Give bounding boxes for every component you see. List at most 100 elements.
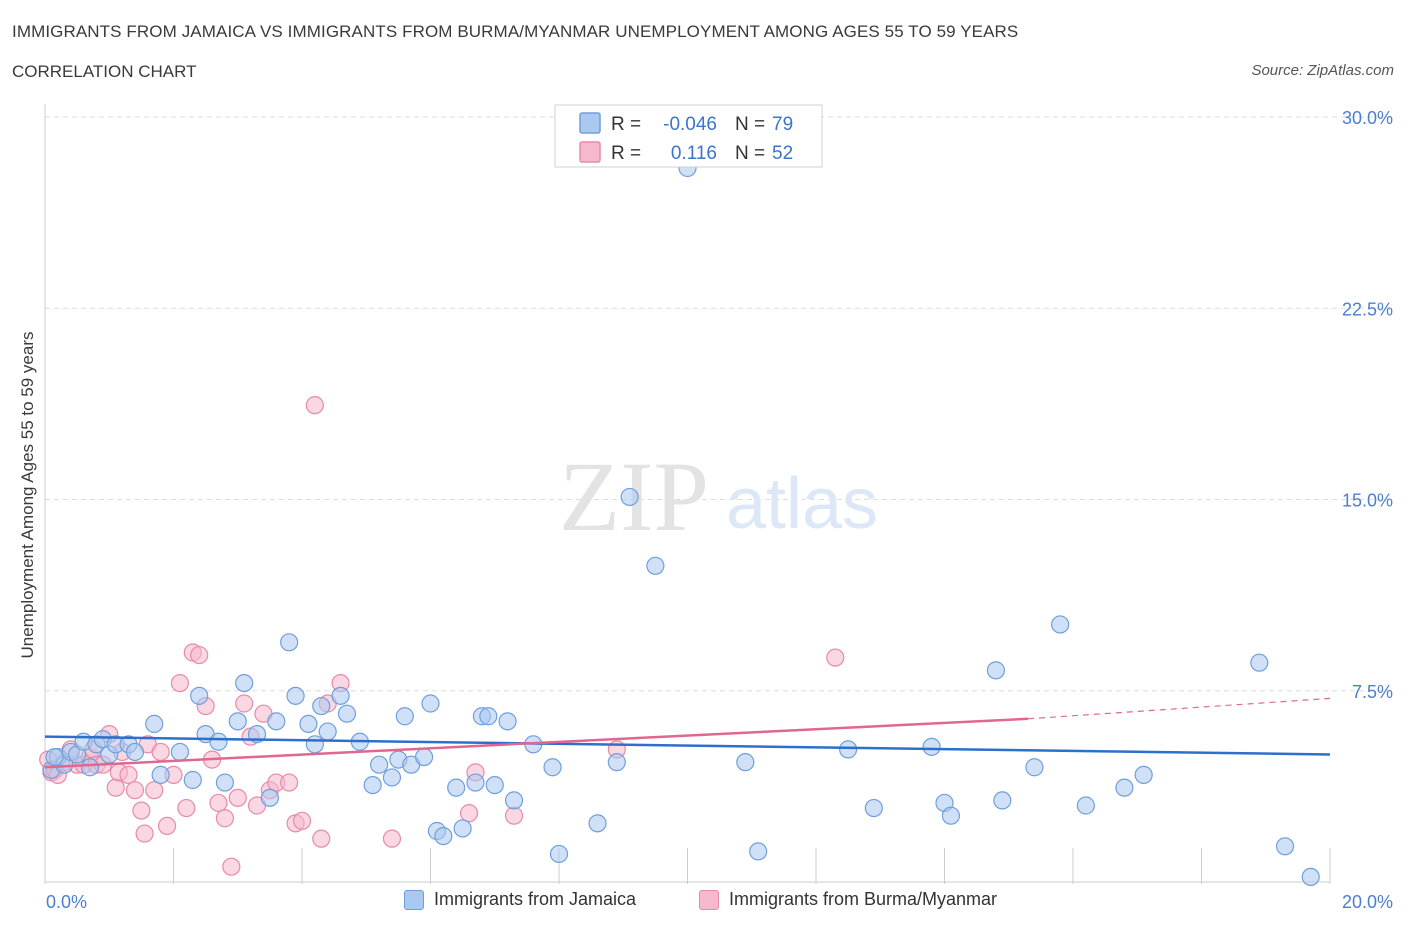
jamaica-point-19 [209, 732, 228, 751]
legend-label-burma: Immigrants from Burma/Myanmar [729, 889, 998, 909]
jamaica-point-68 [986, 661, 1006, 680]
jamaica-point-77 [1301, 867, 1320, 887]
legend-swatch-jamaica-bottom [404, 889, 424, 910]
trend-line-burma-extension [1027, 697, 1331, 720]
series-legend: Immigrants from Jamaica Immigrants from … [0, 889, 1406, 915]
jamaica-point-63 [839, 740, 858, 759]
jamaica-point-44 [434, 826, 453, 846]
burma-point-19 [135, 824, 154, 843]
burma-point-33 [222, 857, 241, 876]
jamaica-point-26 [280, 633, 299, 652]
jamaica-point-12 [125, 742, 145, 762]
jamaica-point-17 [190, 686, 209, 705]
legend-n-value-burma: 52 [772, 143, 793, 164]
burma-point-22 [151, 742, 170, 762]
burma-point-17 [125, 781, 145, 800]
jamaica-point-56 [588, 814, 607, 833]
jamaica-point-64 [864, 798, 883, 818]
jamaica-point-13 [145, 714, 164, 734]
jamaica-point-46 [453, 819, 472, 838]
jamaica-point-47 [466, 773, 485, 792]
x-tick-label-max: 20.0% [1342, 892, 1393, 912]
burma-point-49 [459, 804, 479, 823]
jamaica-point-32 [331, 686, 350, 705]
watermark-atlas: atlas [726, 464, 878, 544]
jamaica-point-52 [504, 791, 524, 810]
y-tick-label-0: 7.5% [1352, 682, 1393, 702]
y-tick-label-2: 22.5% [1342, 299, 1393, 319]
burma-point-35 [235, 694, 254, 713]
jamaica-point-35 [363, 775, 382, 795]
jamaica-point-49 [479, 707, 498, 726]
jamaica-point-33 [337, 704, 357, 723]
jamaica-point-25 [267, 712, 286, 731]
jamaica-point-41 [414, 747, 434, 767]
series-burma-points [39, 396, 845, 876]
burma-point-34 [228, 788, 247, 807]
jamaica-point-59 [646, 556, 665, 575]
trend-line-jamaica [44, 735, 1331, 756]
burma-point-51 [504, 806, 524, 825]
jamaica-point-62 [749, 842, 768, 861]
burma-point-26 [177, 798, 196, 818]
jamaica-point-39 [395, 707, 414, 726]
burma-point-41 [280, 773, 299, 792]
jamaica-point-30 [312, 696, 331, 716]
grid-lines [45, 116, 1392, 692]
burma-point-16 [119, 765, 138, 785]
jamaica-point-72 [1076, 796, 1095, 815]
jamaica-point-54 [543, 758, 562, 777]
trend-line-burma [44, 717, 1029, 769]
jamaica-point-67 [941, 806, 961, 825]
legend-label-jamaica: Immigrants from Jamaica [434, 889, 637, 909]
chart-title: IMMIGRANTS FROM JAMAICA VS IMMIGRANTS FR… [12, 22, 1019, 41]
jamaica-point-31 [318, 722, 337, 741]
jamaica-point-22 [235, 673, 254, 693]
legend-r-label-jamaica: R = [611, 114, 641, 135]
jamaica-point-27 [286, 686, 305, 705]
x-tick-labels: 0.0% 20.0% [46, 892, 1393, 912]
legend-swatch-burma [579, 141, 601, 163]
jamaica-point-69 [993, 791, 1012, 810]
trend-lines [44, 697, 1331, 769]
jamaica-point-36 [370, 755, 389, 774]
burma-point-18 [132, 801, 151, 820]
burma-point-25 [170, 673, 190, 693]
legend-r-label-burma: R = [611, 143, 641, 164]
burma-point-23 [157, 816, 177, 836]
jamaica-point-70 [1025, 758, 1044, 777]
legend-n-value-jamaica: 79 [772, 114, 793, 135]
jamaica-point-6 [80, 758, 100, 777]
legend-item-burma[interactable]: Immigrants from Burma/Myanmar [699, 889, 997, 910]
legend-swatch-jamaica [579, 112, 601, 134]
burma-point-28 [190, 645, 209, 665]
burma-point-53 [826, 648, 845, 667]
jamaica-point-74 [1134, 765, 1153, 785]
y-tick-labels: 7.5% 15.0% 22.5% 30.0% [1342, 108, 1393, 702]
burma-point-32 [215, 809, 234, 828]
jamaica-point-71 [1051, 615, 1070, 634]
burma-point-45 [312, 829, 331, 848]
legend-r-value-burma: 0.116 [671, 143, 717, 164]
correlation-legend: R = -0.046 N = 79 R = 0.116 N = 52 [554, 104, 823, 168]
burma-point-21 [145, 781, 164, 800]
jamaica-point-16 [183, 770, 202, 790]
jamaica-point-65 [922, 737, 941, 756]
jamaica-point-75 [1250, 653, 1269, 672]
jamaica-point-21 [228, 712, 247, 731]
jamaica-point-58 [620, 487, 639, 507]
jamaica-point-20 [215, 773, 234, 792]
zipatlas-watermark: ZIP atlas [559, 441, 878, 552]
burma-point-43 [292, 811, 312, 830]
jamaica-point-42 [421, 694, 440, 713]
jamaica-point-73 [1115, 778, 1134, 797]
legend-n-label-burma: N = [735, 143, 765, 164]
burma-point-48 [382, 829, 402, 848]
jamaica-point-55 [549, 844, 569, 864]
legend-r-value-jamaica: -0.046 [663, 114, 717, 135]
legend-item-jamaica[interactable]: Immigrants from Jamaica [404, 889, 636, 910]
y-tick-label-3: 30.0% [1342, 108, 1393, 128]
burma-point-31 [209, 793, 228, 813]
jamaica-point-50 [485, 775, 504, 795]
burma-point-44 [305, 396, 324, 415]
